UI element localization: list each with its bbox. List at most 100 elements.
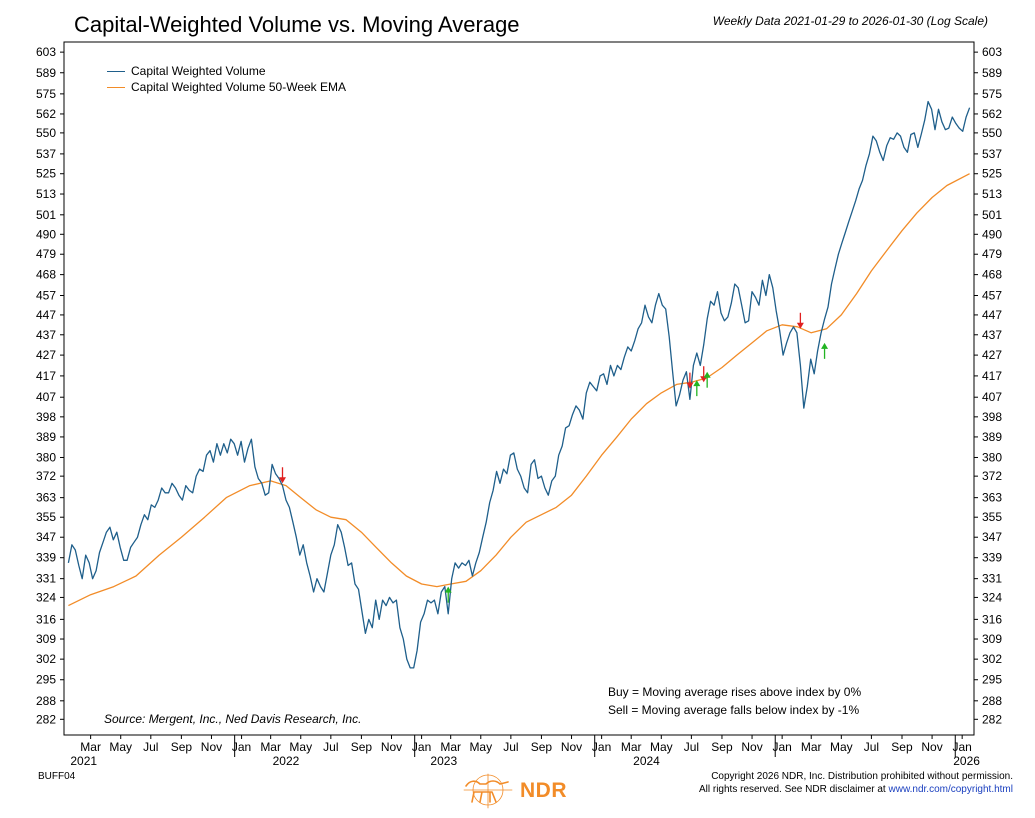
y-tick-label-left: 447 [36, 308, 56, 322]
copyright-line-2: All rights reserved. See NDR disclaimer … [699, 783, 1013, 796]
y-tick-label-right: 589 [982, 66, 1002, 80]
buy-arrow [703, 371, 711, 388]
logo-text: NDR [520, 779, 567, 802]
x-tick-label: Sep [531, 740, 553, 754]
y-tick-label-left: 282 [36, 712, 56, 726]
y-tick-label-left: 309 [36, 632, 56, 646]
y-tick-label-left: 537 [36, 147, 56, 161]
sell-arrow [700, 366, 708, 383]
y-tick-label-left: 339 [36, 551, 56, 565]
x-tick-label: Jul [864, 740, 879, 754]
legend: Capital Weighted Volume Capital Weighted… [107, 63, 346, 95]
buy-arrow [444, 586, 452, 603]
sell-arrow [796, 312, 804, 329]
chart-svg: 282 282 288 288 295 295 302 302 309 309 316 316 324 3… [36, 41, 1002, 768]
x-tick-label: Jul [684, 740, 699, 754]
sell-arrow [686, 372, 694, 389]
y-tick-label-left: 490 [36, 227, 56, 241]
x-tick-label: Sep [711, 740, 733, 754]
y-tick-label-left: 407 [36, 390, 56, 404]
y-tick-label-left: 417 [36, 369, 56, 383]
y-tick-label-right: 363 [982, 491, 1002, 505]
x-tick-label: Mar [801, 740, 822, 754]
x-tick-label: Jul [503, 740, 518, 754]
y-tick-label-right: 437 [982, 328, 1002, 342]
y-tick-label-right: 490 [982, 227, 1002, 241]
y-tick-label-right: 295 [982, 673, 1002, 687]
y-tick-label-right: 550 [982, 126, 1002, 140]
x-tick-label: May [469, 740, 492, 754]
x-tick-label: Nov [381, 740, 402, 754]
source-note: Source: Mergent, Inc., Ned Davis Researc… [104, 712, 362, 726]
y-tick-label-right: 309 [982, 632, 1002, 646]
y-tick-label-left: 295 [36, 673, 56, 687]
y-tick-label-right: 282 [982, 712, 1002, 726]
y-tick-label-left: 302 [36, 652, 56, 666]
buy-arrow [821, 342, 829, 359]
y-tick-label-right: 468 [982, 268, 1002, 282]
y-tick-label-left: 457 [36, 288, 56, 302]
y-tick-label-right: 407 [982, 390, 1002, 404]
y-tick-label-left: 479 [36, 247, 56, 261]
x-tick-label: May [650, 740, 673, 754]
copyright: Copyright 2026 NDR, Inc. Distribution pr… [699, 770, 1013, 796]
x-tick-label: Mar [621, 740, 642, 754]
copyright-link[interactable]: www.ndr.com/copyright.html [888, 784, 1014, 795]
y-tick-label-right: 525 [982, 167, 1002, 181]
y-tick-label-left: 562 [36, 107, 56, 121]
legend-label-ema: Capital Weighted Volume 50-Week EMA [131, 80, 346, 94]
x-tick-label: Jan [592, 740, 611, 754]
y-tick-label-left: 324 [36, 590, 56, 604]
y-tick-label-left: 575 [36, 87, 56, 101]
volume-line [67, 100, 971, 669]
y-tick-label-left: 398 [36, 410, 56, 424]
chart-subtitle: Weekly Data 2021-01-29 to 2026-01-30 (Lo… [712, 14, 988, 28]
y-tick-label-right: 288 [982, 694, 1002, 708]
y-tick-label-left: 603 [36, 45, 56, 59]
chart-code: BUFF04 [38, 771, 76, 782]
x-tick-label: Sep [171, 740, 193, 754]
y-tick-label-left: 363 [36, 491, 56, 505]
chart-title: Capital-Weighted Volume vs. Moving Avera… [74, 12, 520, 37]
y-tick-label-right: 501 [982, 208, 1002, 222]
y-tick-label-right: 457 [982, 288, 1002, 302]
y-tick-label-right: 347 [982, 530, 1002, 544]
x-tick-label: May [289, 740, 312, 754]
year-label: 2021 [70, 754, 97, 768]
bull-bear-icon [463, 773, 513, 809]
y-tick-label-left: 501 [36, 208, 56, 222]
legend-swatch-ema [107, 86, 125, 88]
x-tick-label: Mar [440, 740, 461, 754]
x-tick-label: Mar [80, 740, 101, 754]
y-tick-label-left: 380 [36, 450, 56, 464]
buy-arrow [693, 380, 701, 397]
legend-item-volume: Capital Weighted Volume [107, 63, 346, 79]
y-tick-label-left: 589 [36, 66, 56, 80]
year-label: 2024 [633, 754, 660, 768]
y-tick-label-right: 537 [982, 147, 1002, 161]
y-tick-label-right: 447 [982, 308, 1002, 322]
x-tick-label: May [109, 740, 132, 754]
signal-rules: Buy = Moving average rises above index b… [608, 683, 861, 719]
y-tick-label-right: 427 [982, 348, 1002, 362]
copyright-line-1: Copyright 2026 NDR, Inc. Distribution pr… [711, 771, 1013, 782]
y-tick-label-right: 339 [982, 551, 1002, 565]
x-tick-label: May [830, 740, 853, 754]
axes: 282 282 288 288 295 295 302 302 309 309 316 316 324 3… [36, 41, 1002, 768]
year-label: 2023 [430, 754, 457, 768]
y-tick-label-left: 347 [36, 530, 56, 544]
y-tick-label-left: 288 [36, 694, 56, 708]
y-tick-label-right: 513 [982, 187, 1002, 201]
copyright-line-2-text: All rights reserved. See NDR disclaimer … [698, 784, 889, 795]
x-tick-label: Jan [772, 740, 791, 754]
sell-rule: Sell = Moving average falls below index … [608, 703, 860, 717]
year-label: 2026 [953, 754, 980, 768]
y-tick-label-right: 380 [982, 450, 1002, 464]
legend-label-volume: Capital Weighted Volume [131, 64, 266, 78]
signal-markers [278, 312, 829, 603]
y-tick-label-right: 331 [982, 572, 1002, 586]
series-lines [67, 100, 971, 669]
ema-line [68, 173, 970, 607]
y-tick-label-right: 479 [982, 247, 1002, 261]
y-tick-label-left: 427 [36, 348, 56, 362]
